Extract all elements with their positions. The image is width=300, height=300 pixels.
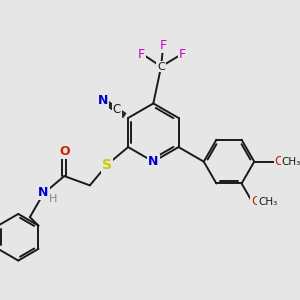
- Text: C: C: [112, 103, 121, 116]
- Text: F: F: [138, 48, 145, 62]
- Text: S: S: [102, 158, 112, 172]
- Text: CH₃: CH₃: [258, 197, 278, 207]
- Text: CH₃: CH₃: [281, 157, 300, 166]
- Text: N: N: [98, 94, 108, 107]
- Text: H: H: [49, 194, 57, 204]
- Text: F: F: [179, 48, 186, 62]
- Text: O: O: [59, 145, 70, 158]
- Text: N: N: [38, 186, 49, 199]
- Text: O: O: [274, 155, 284, 168]
- Text: F: F: [160, 39, 167, 52]
- Text: C: C: [157, 61, 165, 71]
- Text: O: O: [251, 196, 261, 208]
- Text: N: N: [148, 155, 158, 168]
